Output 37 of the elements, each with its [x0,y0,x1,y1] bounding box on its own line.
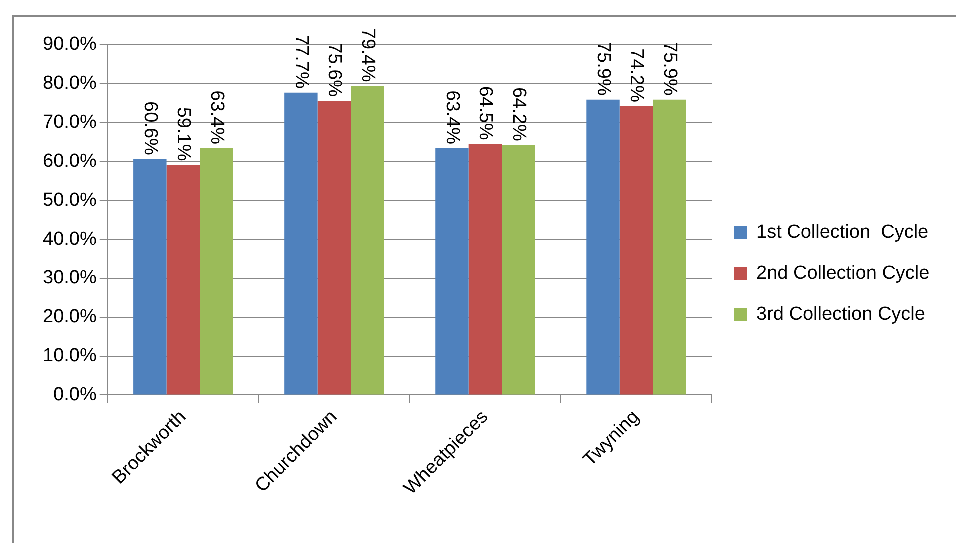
data-label: 59.1% [173,107,194,162]
data-label: 60.6% [140,102,161,156]
bar [653,100,686,395]
bar [318,101,352,395]
legend-label: 1st Collection Cycle [756,222,929,244]
y-tick-label: 40.0% [43,228,97,250]
y-tick-label: 20.0% [43,306,97,328]
bar [620,106,654,395]
bar [586,100,620,395]
bar [436,148,469,395]
y-tick-label: 10.0% [43,346,97,367]
data-label: 74.2% [626,48,648,103]
legend-label: 2nd Collection Cycle [756,263,930,284]
y-tick-label: 60.0% [43,150,97,172]
y-tick-label: 70.0% [43,112,97,134]
bar [502,145,536,395]
y-tick-label: 30.0% [43,268,97,289]
y-tick-label: 0.0% [54,384,97,406]
bar [468,144,502,395]
data-label: 64.2% [508,88,530,142]
bar [284,92,318,395]
y-tick-label: 50.0% [43,190,97,211]
bar [166,165,200,395]
data-label: 75.9% [593,42,614,96]
data-label: 77.7% [290,34,312,89]
bar [351,86,384,395]
y-tick-label: 80.0% [43,73,97,94]
data-label: 63.4% [206,90,228,145]
bar [200,148,234,395]
data-label: 75.6% [324,43,346,98]
legend-label: 3rd Collection Cycle [756,304,926,326]
data-label: 79.4% [357,28,378,82]
data-label: 75.9% [659,42,680,96]
y-tick-label: 90.0% [43,34,97,56]
bar [134,159,167,395]
data-label: 63.4% [442,90,463,145]
data-label: 64.5% [475,86,496,140]
